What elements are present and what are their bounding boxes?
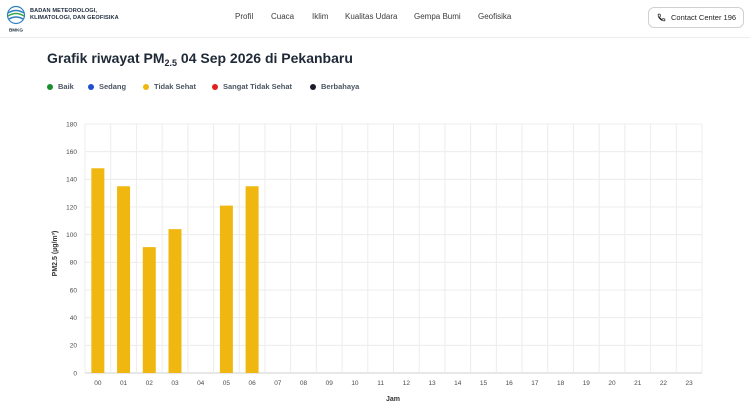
x-tick-label: 00 <box>94 380 102 387</box>
bmkg-logo-icon[interactable]: BMKG <box>4 5 28 33</box>
x-tick-label: 05 <box>223 380 231 387</box>
y-tick-label: 0 <box>73 370 77 377</box>
legend-label: Sangat Tidak Sehat <box>223 82 293 91</box>
bar-hour-05 <box>219 205 233 373</box>
main-nav: Profil Cuaca Iklim Kualitas Udara Gempa Bumi… <box>0 12 750 24</box>
title-prefix: Grafik riwayat PM <box>47 50 165 66</box>
legend-sangat-tidak-sehat[interactable]: Sangat Tidak Sehat <box>212 82 292 91</box>
bar-hour-02 <box>142 247 156 373</box>
legend-dot-icon <box>212 83 218 90</box>
nav-kualitas-udara[interactable]: Kualitas Udara <box>345 12 398 21</box>
title-subscript: 2.5 <box>164 58 178 68</box>
legend-dot-icon <box>143 83 149 90</box>
x-tick-label: 23 <box>686 380 694 387</box>
legend-dot-icon <box>310 83 316 90</box>
legend-dot-icon <box>88 83 94 90</box>
x-tick-label: 01 <box>120 380 128 387</box>
x-tick-label: 03 <box>171 380 179 387</box>
top-navbar: BMKG BADAN METEOROLOGI, KLIMATOLOGI, DAN… <box>0 0 750 38</box>
x-tick-label: 02 <box>146 380 154 387</box>
x-tick-label: 15 <box>480 380 488 387</box>
nav-geofisika[interactable]: Geofisika <box>478 12 512 21</box>
legend-label: Berbahaya <box>321 82 360 91</box>
y-tick-label: 20 <box>70 343 78 350</box>
y-tick-label: 100 <box>66 232 77 239</box>
nav-iklim[interactable]: Iklim <box>312 12 329 21</box>
bar-hour-00 <box>91 168 105 373</box>
y-tick-label: 160 <box>66 149 77 156</box>
nav-gempa-bumi[interactable]: Gempa Bumi <box>414 12 461 21</box>
x-tick-label: 16 <box>506 380 514 387</box>
legend-sedang[interactable]: Sedang <box>88 82 126 91</box>
legend-label: Sedang <box>99 82 127 91</box>
x-tick-label: 20 <box>608 380 616 387</box>
x-tick-label: 10 <box>351 380 359 387</box>
legend-berbahaya[interactable]: Berbahaya <box>310 82 359 91</box>
y-tick-label: 140 <box>66 177 77 184</box>
org-name: BADAN METEOROLOGI, KLIMATOLOGI, DAN GEOF… <box>30 8 119 22</box>
nav-cuaca[interactable]: Cuaca <box>271 12 295 21</box>
x-tick-label: 14 <box>454 380 462 387</box>
contact-center-label: Contact Center 196 <box>671 13 737 22</box>
x-tick-label: 19 <box>583 380 591 387</box>
contact-center-button[interactable]: Contact Center 196 <box>648 7 744 28</box>
legend-dot-icon <box>47 83 53 90</box>
y-tick-label: 60 <box>70 287 78 294</box>
x-tick-label: 12 <box>403 380 411 387</box>
legend-baik[interactable]: Baik <box>47 82 74 91</box>
y-tick-label: 120 <box>66 204 77 211</box>
legend-label: Tidak Sehat <box>154 82 196 91</box>
x-tick-label: 22 <box>660 380 668 387</box>
x-axis-title: Jam <box>386 396 400 403</box>
y-tick-label: 180 <box>66 121 77 128</box>
x-tick-label: 17 <box>531 380 539 387</box>
org-name-line-1: BADAN METEOROLOGI, <box>30 8 98 14</box>
x-tick-label: 08 <box>300 380 308 387</box>
bar-hour-01 <box>117 186 131 373</box>
x-tick-label: 21 <box>634 380 642 387</box>
org-name-line-2: KLIMATOLOGI, DAN GEOFISIKA <box>30 15 119 21</box>
x-tick-label: 11 <box>377 380 384 387</box>
x-tick-label: 09 <box>326 380 334 387</box>
logo-text: BMKG <box>9 28 23 33</box>
nav-profil[interactable]: Profil <box>235 12 254 21</box>
x-tick-label: 13 <box>428 380 436 387</box>
x-tick-label: 04 <box>197 380 205 387</box>
x-tick-label: 06 <box>248 380 256 387</box>
y-axis-title: PM2.5 (µg/m³) <box>52 231 59 277</box>
bar-hour-03 <box>168 229 182 373</box>
title-suffix: 04 Sep 2026 di Pekanbaru <box>177 50 353 66</box>
y-tick-label: 40 <box>70 315 78 322</box>
legend-tidak-sehat[interactable]: Tidak Sehat <box>143 82 196 91</box>
y-tick-label: 80 <box>70 260 78 267</box>
x-tick-label: 07 <box>274 380 282 387</box>
legend-label: Baik <box>58 82 74 91</box>
page-title: Grafik riwayat PM2.5 04 Sep 2026 di Peka… <box>47 50 353 68</box>
x-tick-label: 18 <box>557 380 565 387</box>
phone-icon <box>657 13 666 22</box>
bar-hour-06 <box>245 186 259 373</box>
